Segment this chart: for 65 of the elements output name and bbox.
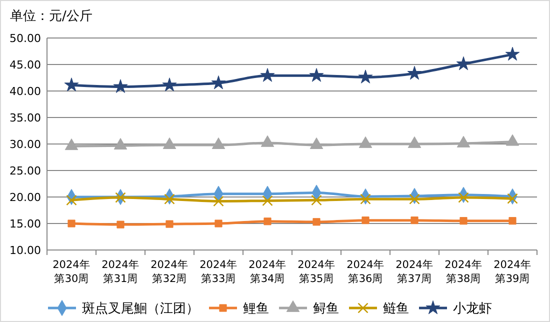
point bbox=[64, 138, 78, 150]
point bbox=[66, 194, 77, 206]
x-tick-label: 2024年第34周 bbox=[248, 259, 286, 285]
point bbox=[116, 220, 124, 228]
point bbox=[456, 136, 470, 148]
point bbox=[164, 194, 175, 204]
point bbox=[113, 79, 128, 93]
point bbox=[407, 66, 422, 80]
x-tick-label: 2024年第38周 bbox=[444, 259, 482, 285]
point bbox=[410, 216, 418, 224]
x-tick-label: 2024年第32周 bbox=[150, 259, 188, 285]
y-tick-label: 30.00 bbox=[10, 138, 41, 151]
y-tick-label: 45.00 bbox=[10, 58, 41, 72]
point bbox=[264, 218, 272, 226]
x-tick-label: 2024年第30周 bbox=[52, 259, 90, 285]
point bbox=[358, 70, 373, 84]
legend-label: 鲟鱼 bbox=[313, 302, 339, 317]
point bbox=[166, 220, 174, 228]
y-tick-label: 50.00 bbox=[10, 32, 41, 45]
point bbox=[213, 196, 224, 207]
point bbox=[506, 134, 520, 146]
x-tick-label: 2024年第39周 bbox=[494, 259, 532, 285]
legend-label: 鲤鱼 bbox=[243, 302, 269, 317]
point bbox=[360, 194, 371, 204]
point bbox=[115, 192, 126, 203]
y-tick-label: 15.00 bbox=[10, 217, 41, 230]
point bbox=[114, 138, 128, 150]
y-tick-label: 10.00 bbox=[10, 244, 41, 257]
point bbox=[508, 217, 516, 225]
point bbox=[262, 195, 273, 206]
point bbox=[312, 218, 320, 226]
point bbox=[214, 220, 222, 228]
point bbox=[310, 137, 324, 149]
legend-label: 鲢鱼 bbox=[383, 302, 409, 317]
x-tick-label: 2024年第35周 bbox=[298, 259, 336, 285]
point bbox=[311, 194, 322, 206]
point bbox=[456, 56, 471, 70]
point bbox=[460, 217, 468, 225]
point bbox=[162, 137, 176, 149]
point bbox=[507, 193, 518, 204]
legend-label: 小龙虾 bbox=[453, 302, 492, 317]
point bbox=[212, 137, 226, 149]
x-tick-label: 2024年第37周 bbox=[396, 259, 434, 285]
y-tick-label: 40.00 bbox=[10, 84, 41, 98]
point bbox=[358, 136, 372, 148]
point bbox=[409, 194, 420, 204]
y-tick-label: 20.00 bbox=[10, 190, 41, 204]
point bbox=[309, 68, 324, 82]
point bbox=[408, 136, 422, 148]
point bbox=[260, 68, 275, 82]
point bbox=[260, 135, 274, 147]
y-tick-label: 25.00 bbox=[10, 164, 41, 178]
point bbox=[458, 192, 469, 203]
x-tick-label: 2024年第31周 bbox=[102, 259, 140, 285]
point bbox=[64, 78, 79, 92]
point bbox=[162, 78, 177, 92]
legend-label: 斑点叉尾鮰（江团） bbox=[82, 302, 199, 317]
y-tick-label: 35.00 bbox=[10, 111, 41, 124]
point bbox=[505, 46, 520, 61]
point bbox=[362, 216, 370, 224]
point bbox=[68, 220, 76, 228]
y-axis-title: 单位：元/公斤 bbox=[10, 9, 92, 24]
point bbox=[211, 75, 226, 90]
x-tick-label: 2024年第36周 bbox=[346, 259, 384, 285]
x-tick-label: 2024年第33周 bbox=[200, 259, 238, 285]
